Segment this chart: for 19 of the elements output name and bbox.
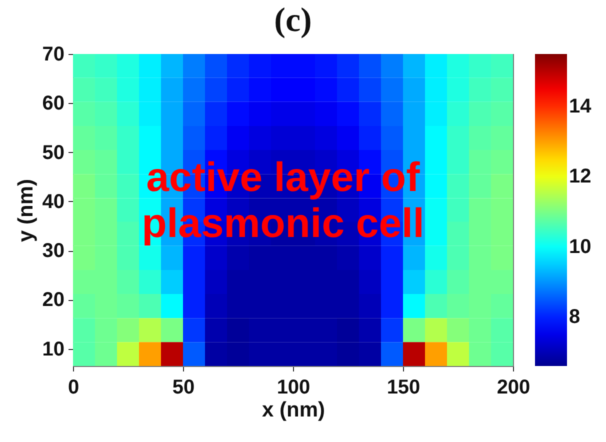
y-axis-title: y (nm) (14, 179, 38, 242)
y-tick-label: 20 (42, 289, 64, 312)
x-axis-title: x (nm) (262, 398, 325, 422)
y-tick-label: 60 (42, 92, 64, 115)
y-tick-label: 30 (42, 240, 64, 262)
color-bar-label: 14 (569, 96, 592, 118)
x-tick-label: 150 (386, 376, 420, 398)
color-bar-label: 12 (569, 166, 592, 188)
y-tick-label: 50 (42, 142, 64, 164)
y-tick-label: 10 (42, 338, 64, 360)
x-tick-label: 0 (68, 376, 80, 398)
color-bar-label: 10 (569, 236, 592, 258)
x-tick-label: 100 (276, 376, 310, 398)
color-bar-label: 8 (569, 306, 580, 328)
x-tick-label: 200 (496, 376, 530, 398)
chart-title: (c) (274, 2, 312, 39)
y-tick-label: 70 (42, 44, 64, 66)
y-tick-label: 40 (42, 190, 64, 213)
x-tick-label: 50 (172, 376, 195, 398)
